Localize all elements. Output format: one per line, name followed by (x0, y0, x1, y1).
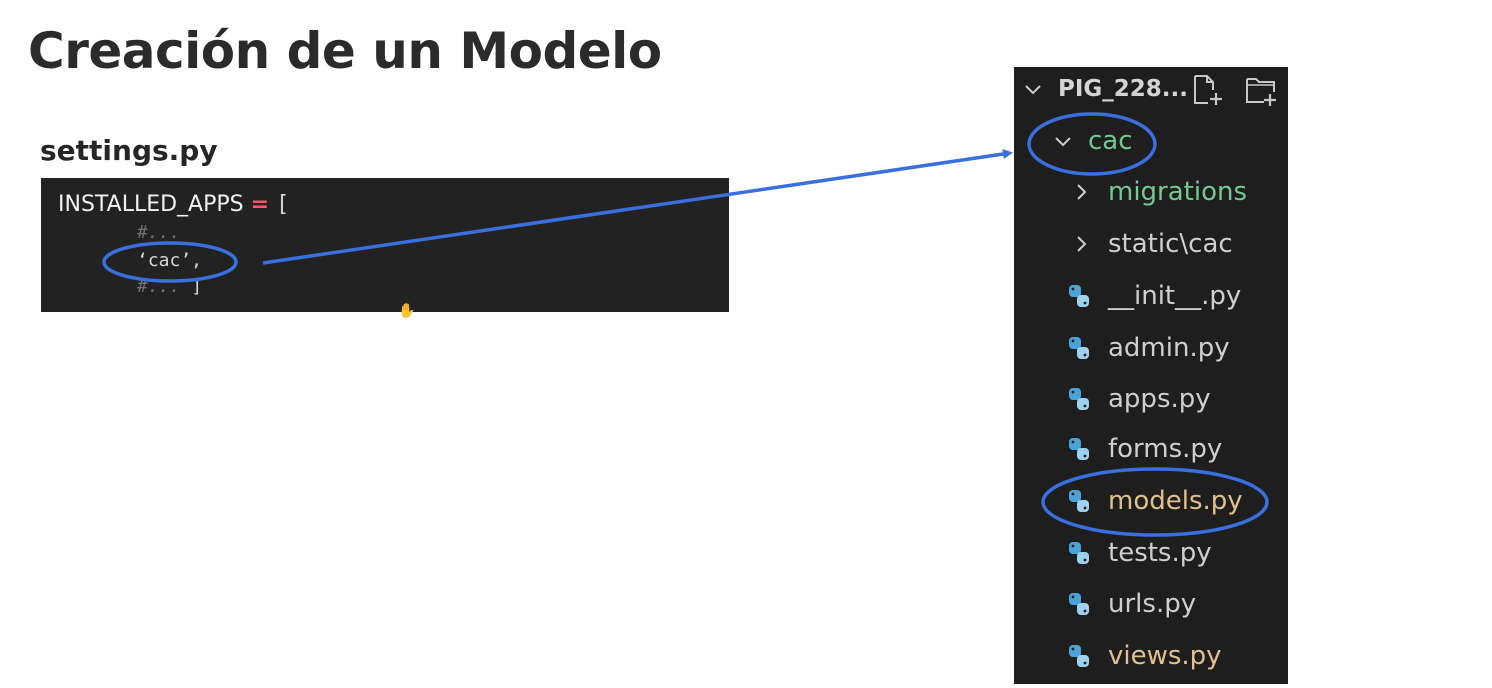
code-line-close: #... ] (137, 276, 202, 297)
code-close-bracket: ] (191, 276, 203, 297)
code-line-installed-apps: INSTALLED_APPS = [ (58, 192, 289, 217)
file-urls[interactable]: urls.py (1014, 580, 1288, 628)
code-comment: #... (137, 222, 181, 243)
file-apps-label: apps.py (1108, 384, 1211, 414)
file-views[interactable]: views.py (1014, 632, 1288, 680)
python-file-icon (1066, 643, 1092, 669)
python-file-icon (1066, 591, 1092, 617)
code-identifier: INSTALLED_APPS (58, 192, 244, 217)
chevron-right-icon[interactable] (1072, 235, 1090, 253)
file-forms[interactable]: forms.py (1014, 425, 1288, 473)
chevron-right-icon[interactable] (1072, 183, 1090, 201)
code-open-bracket: [ (276, 192, 290, 217)
folder-migrations-label: migrations (1108, 177, 1248, 207)
file-tests-label: tests.py (1108, 538, 1212, 568)
file-tests[interactable]: tests.py (1014, 529, 1288, 577)
new-file-icon[interactable] (1190, 73, 1224, 107)
folder-cac-label: cac (1088, 126, 1133, 156)
file-init-label: __init__.py (1108, 281, 1242, 311)
python-file-icon (1066, 283, 1092, 309)
explorer-header[interactable]: PIG_228... (1014, 67, 1288, 111)
folder-migrations[interactable]: migrations (1014, 168, 1288, 216)
code-string-cac: ‘cac’, (137, 250, 203, 271)
python-file-icon (1066, 436, 1092, 462)
explorer-header-label: PIG_228... (1058, 76, 1189, 102)
file-urls-label: urls.py (1108, 589, 1197, 619)
folder-cac[interactable]: cac (1014, 117, 1288, 165)
code-snippet: INSTALLED_APPS = [ #... ‘cac’, #... ] (41, 178, 729, 312)
slide-title: Creación de un Modelo (28, 22, 662, 80)
code-comment: #... (137, 276, 181, 297)
hand-cursor-icon: ✋ (398, 303, 416, 319)
file-admin-label: admin.py (1108, 333, 1230, 363)
file-views-label: views.py (1108, 641, 1222, 671)
chevron-down-icon[interactable] (1054, 132, 1072, 150)
python-file-icon (1066, 386, 1092, 412)
python-file-icon (1066, 540, 1092, 566)
file-explorer: PIG_228... cac migrations static\cac __i… (1014, 67, 1288, 684)
file-forms-label: forms.py (1108, 434, 1223, 464)
file-models[interactable]: models.py (1014, 477, 1288, 525)
python-file-icon (1066, 488, 1092, 514)
code-operator: = (250, 192, 270, 217)
python-file-icon (1066, 335, 1092, 361)
code-caption: settings.py (40, 134, 218, 167)
file-admin[interactable]: admin.py (1014, 324, 1288, 372)
folder-static-cac[interactable]: static\cac (1014, 220, 1288, 268)
file-models-label: models.py (1108, 486, 1243, 516)
file-apps[interactable]: apps.py (1014, 375, 1288, 423)
chevron-down-icon[interactable] (1024, 80, 1042, 98)
file-init[interactable]: __init__.py (1014, 272, 1288, 320)
folder-static-cac-label: static\cac (1108, 229, 1233, 259)
new-folder-icon[interactable] (1244, 73, 1278, 107)
